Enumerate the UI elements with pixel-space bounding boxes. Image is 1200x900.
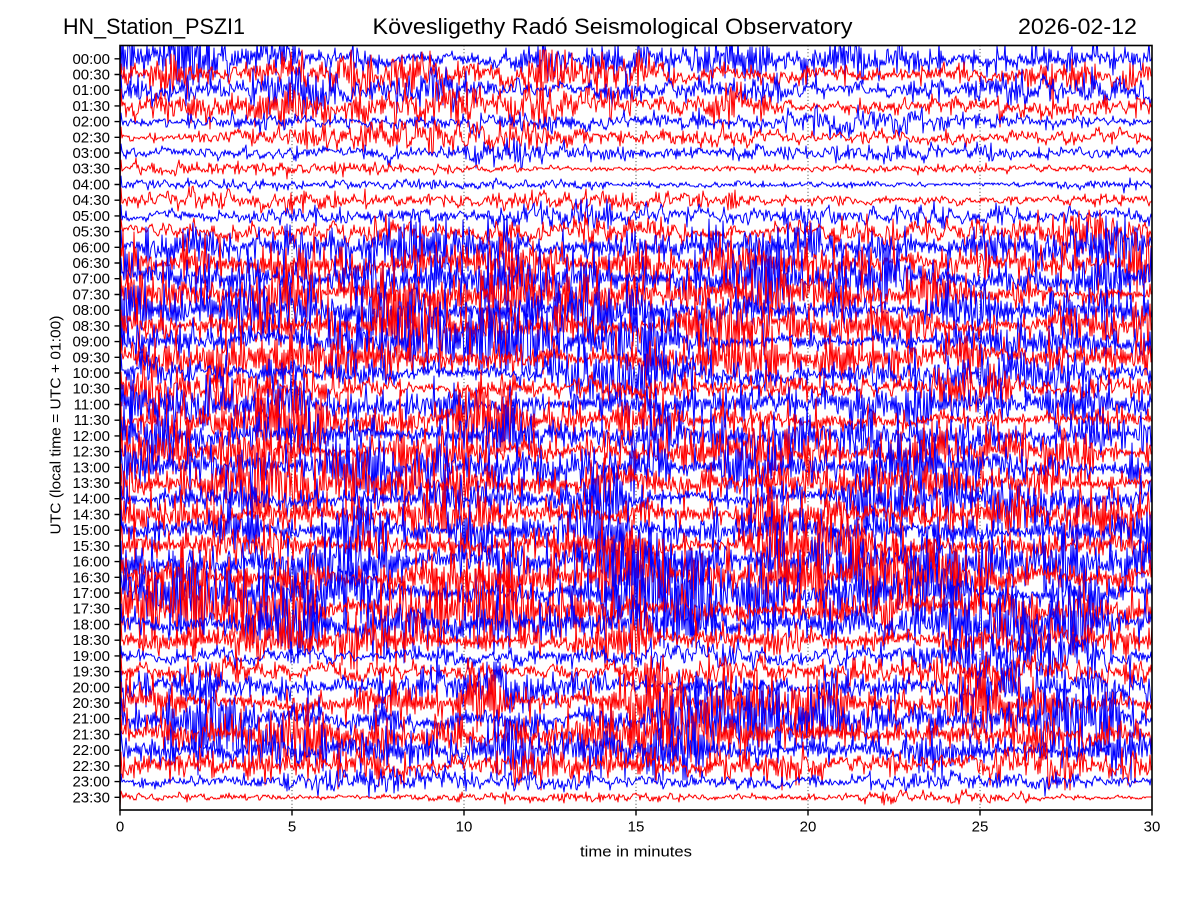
svg-text:00:00: 00:00	[72, 51, 110, 68]
svg-text:18:00: 18:00	[72, 616, 110, 633]
svg-text:07:00: 07:00	[72, 271, 110, 288]
svg-text:02:30: 02:30	[72, 129, 110, 146]
svg-text:2026-02-12: 2026-02-12	[1018, 14, 1137, 39]
svg-text:19:00: 19:00	[72, 648, 110, 665]
svg-text:21:00: 21:00	[72, 711, 110, 728]
svg-text:01:00: 01:00	[72, 82, 110, 99]
svg-text:06:30: 06:30	[72, 255, 110, 272]
svg-text:19:30: 19:30	[72, 664, 110, 681]
svg-text:25: 25	[972, 819, 989, 836]
svg-text:05:00: 05:00	[72, 208, 110, 225]
svg-text:15: 15	[628, 819, 645, 836]
svg-text:17:00: 17:00	[72, 585, 110, 602]
svg-text:13:00: 13:00	[72, 459, 110, 476]
svg-text:11:00: 11:00	[74, 397, 110, 414]
svg-text:20:00: 20:00	[72, 679, 110, 696]
svg-text:06:00: 06:00	[72, 239, 110, 256]
svg-text:time in minutes: time in minutes	[580, 844, 692, 861]
svg-text:20: 20	[800, 819, 817, 836]
svg-text:14:00: 14:00	[72, 491, 110, 508]
svg-text:02:00: 02:00	[72, 114, 110, 131]
svg-text:05:30: 05:30	[72, 224, 110, 241]
svg-text:04:30: 04:30	[72, 192, 110, 209]
svg-text:16:30: 16:30	[72, 569, 110, 586]
svg-text:12:00: 12:00	[72, 428, 110, 445]
svg-text:01:30: 01:30	[72, 98, 110, 115]
svg-text:14:30: 14:30	[72, 507, 110, 524]
svg-text:UTC (local time = UTC + 01:00): UTC (local time = UTC + 01:00)	[48, 316, 65, 535]
svg-text:12:30: 12:30	[72, 444, 110, 461]
svg-text:00:30: 00:30	[72, 67, 110, 84]
svg-text:04:00: 04:00	[72, 177, 110, 194]
svg-text:08:30: 08:30	[72, 318, 110, 335]
svg-text:15:00: 15:00	[72, 522, 110, 539]
svg-text:5: 5	[288, 819, 296, 836]
svg-text:23:00: 23:00	[72, 774, 110, 791]
svg-text:09:00: 09:00	[72, 334, 110, 351]
svg-text:11:30: 11:30	[74, 412, 110, 429]
svg-text:30: 30	[1144, 819, 1161, 836]
svg-text:22:00: 22:00	[72, 742, 110, 759]
svg-text:22:30: 22:30	[72, 758, 110, 775]
svg-text:18:30: 18:30	[72, 632, 110, 649]
svg-text:16:00: 16:00	[72, 554, 110, 571]
svg-text:21:30: 21:30	[72, 726, 110, 743]
svg-text:03:30: 03:30	[72, 161, 110, 178]
svg-text:17:30: 17:30	[72, 601, 110, 618]
svg-text:10:00: 10:00	[72, 365, 110, 382]
svg-text:HN_Station_PSZI1: HN_Station_PSZI1	[63, 14, 245, 39]
svg-text:15:30: 15:30	[72, 538, 110, 555]
svg-text:23:30: 23:30	[72, 789, 110, 806]
svg-text:07:30: 07:30	[72, 287, 110, 304]
svg-text:09:30: 09:30	[72, 349, 110, 366]
svg-text:0: 0	[116, 819, 124, 836]
svg-text:20:30: 20:30	[72, 695, 110, 712]
svg-text:13:30: 13:30	[72, 475, 110, 492]
svg-text:03:00: 03:00	[72, 145, 110, 162]
svg-text:Kövesligethy Radó Seismologica: Kövesligethy Radó Seismological Observat…	[373, 14, 853, 39]
svg-text:10: 10	[456, 819, 473, 836]
svg-text:08:00: 08:00	[72, 302, 110, 319]
svg-text:10:30: 10:30	[72, 381, 110, 398]
